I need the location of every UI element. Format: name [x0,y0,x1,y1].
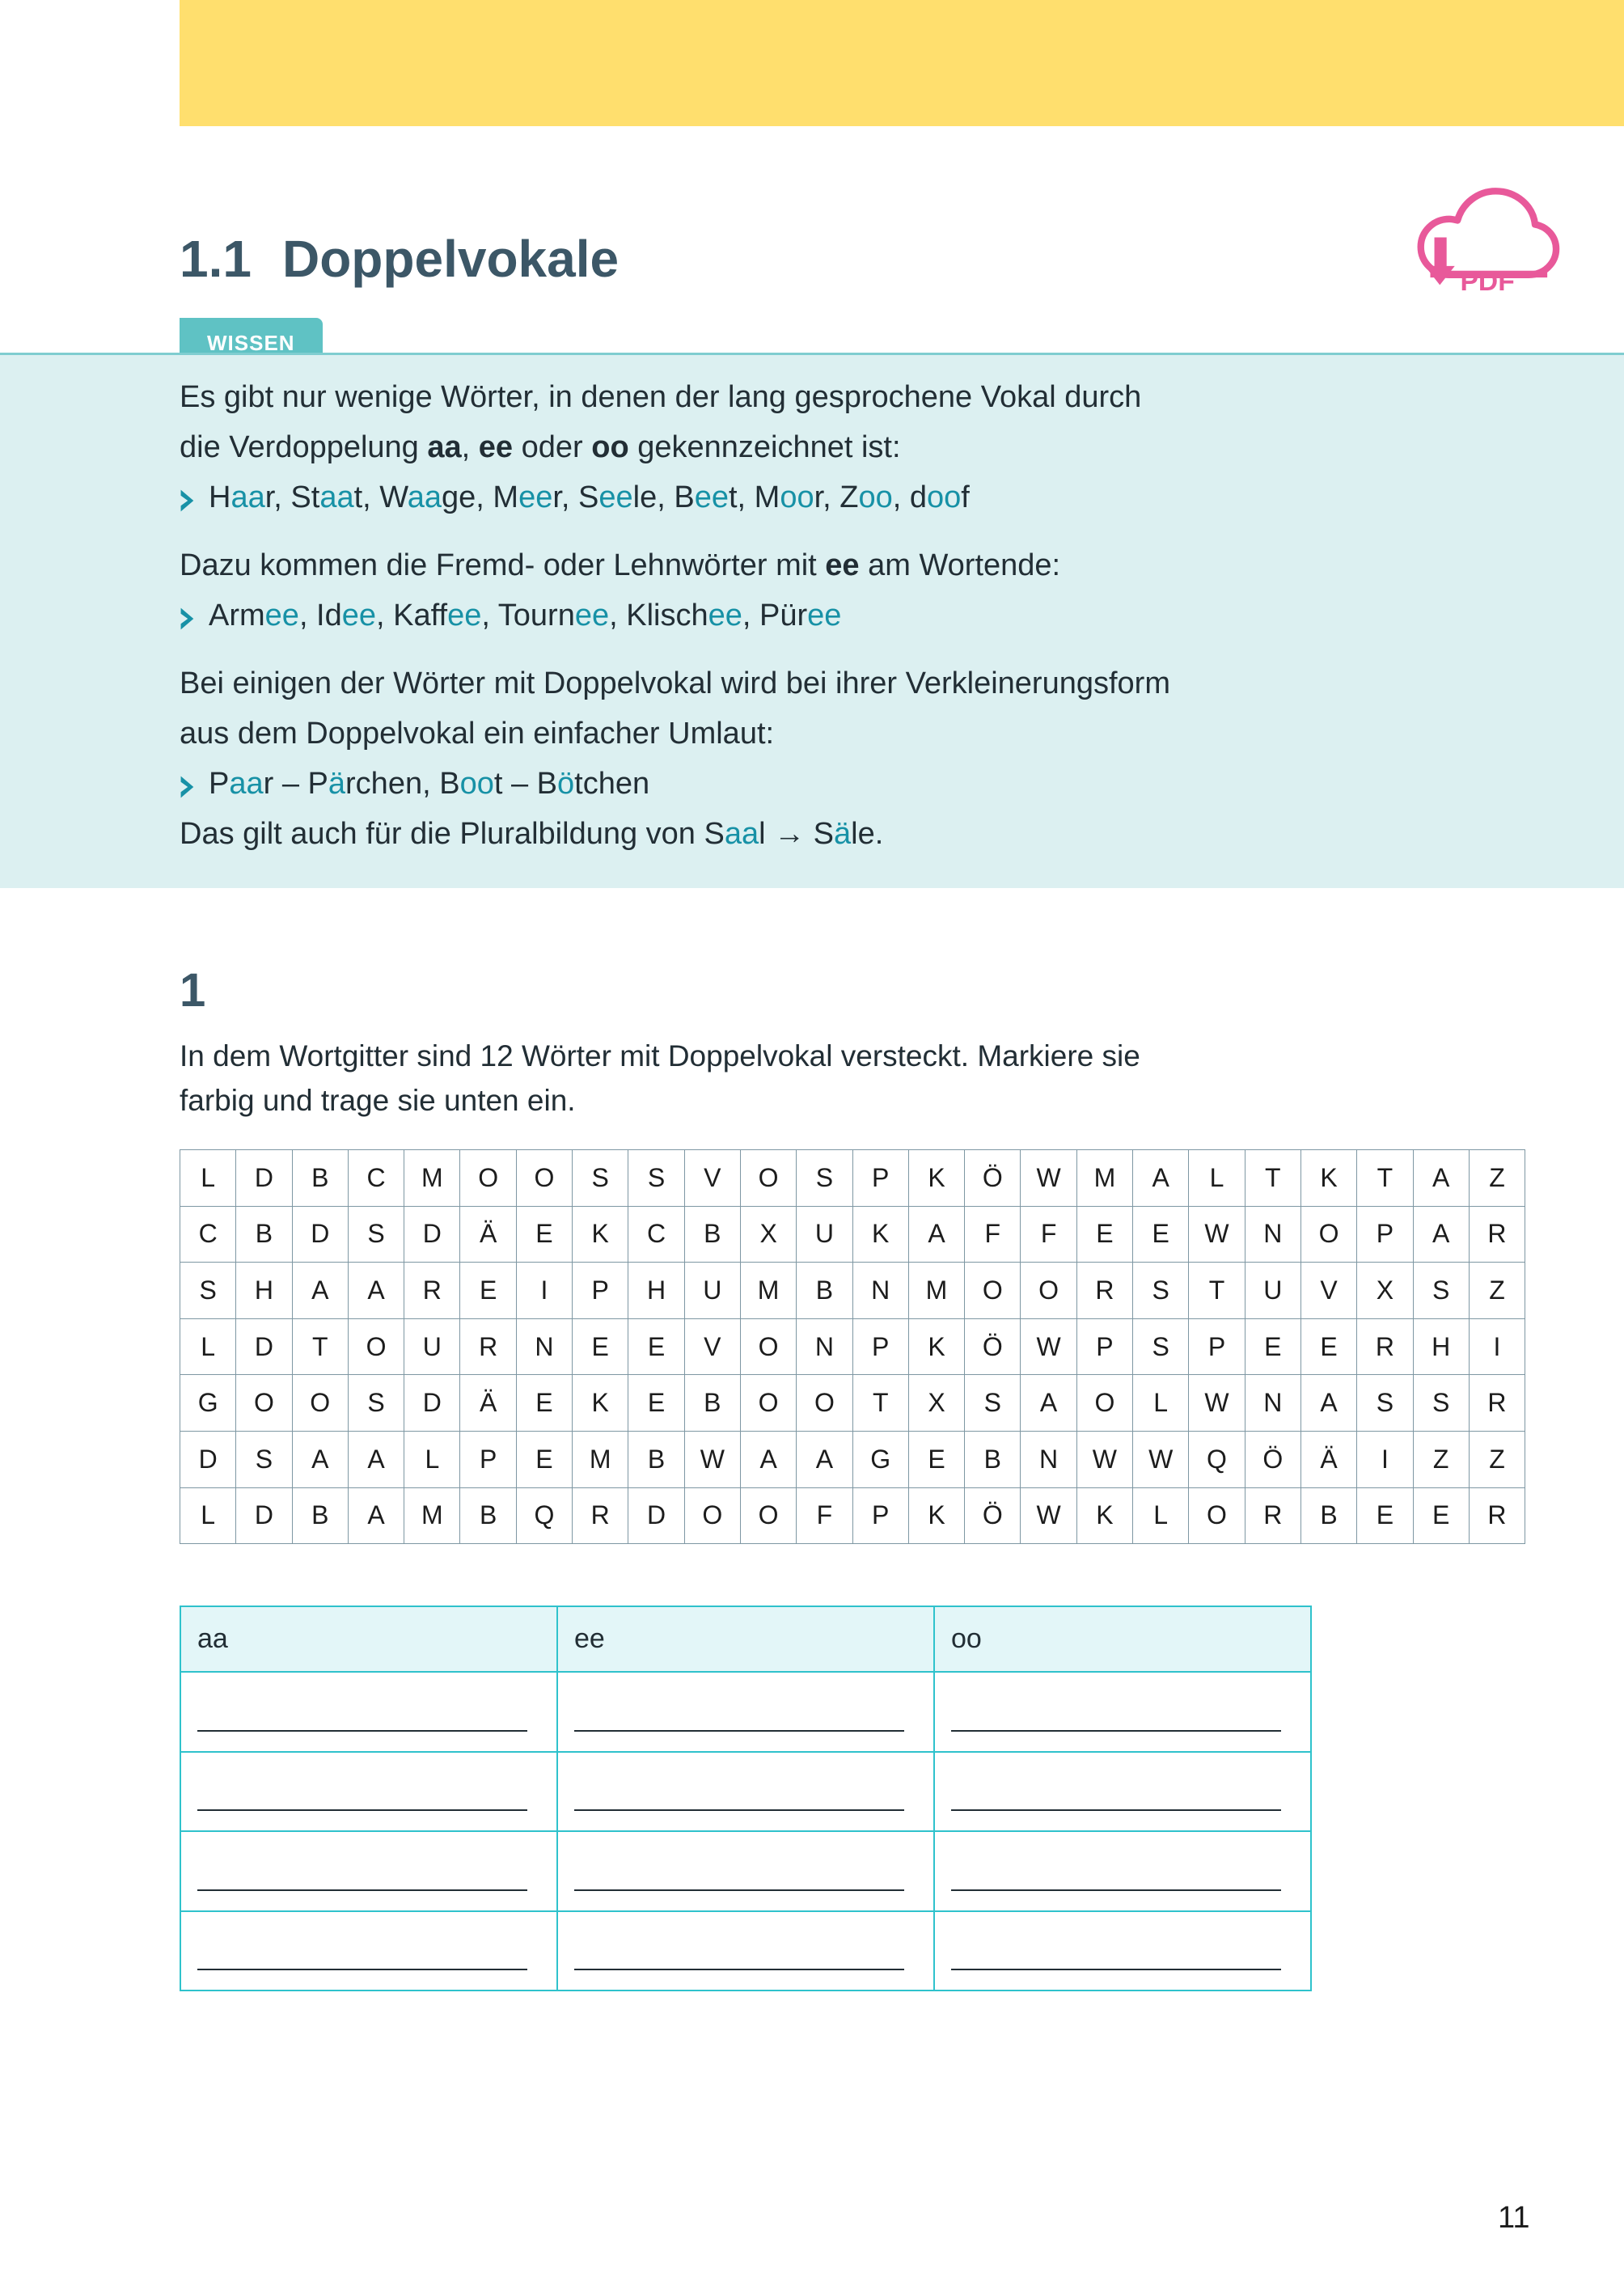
svg-text:PDF: PDF [1461,267,1515,295]
